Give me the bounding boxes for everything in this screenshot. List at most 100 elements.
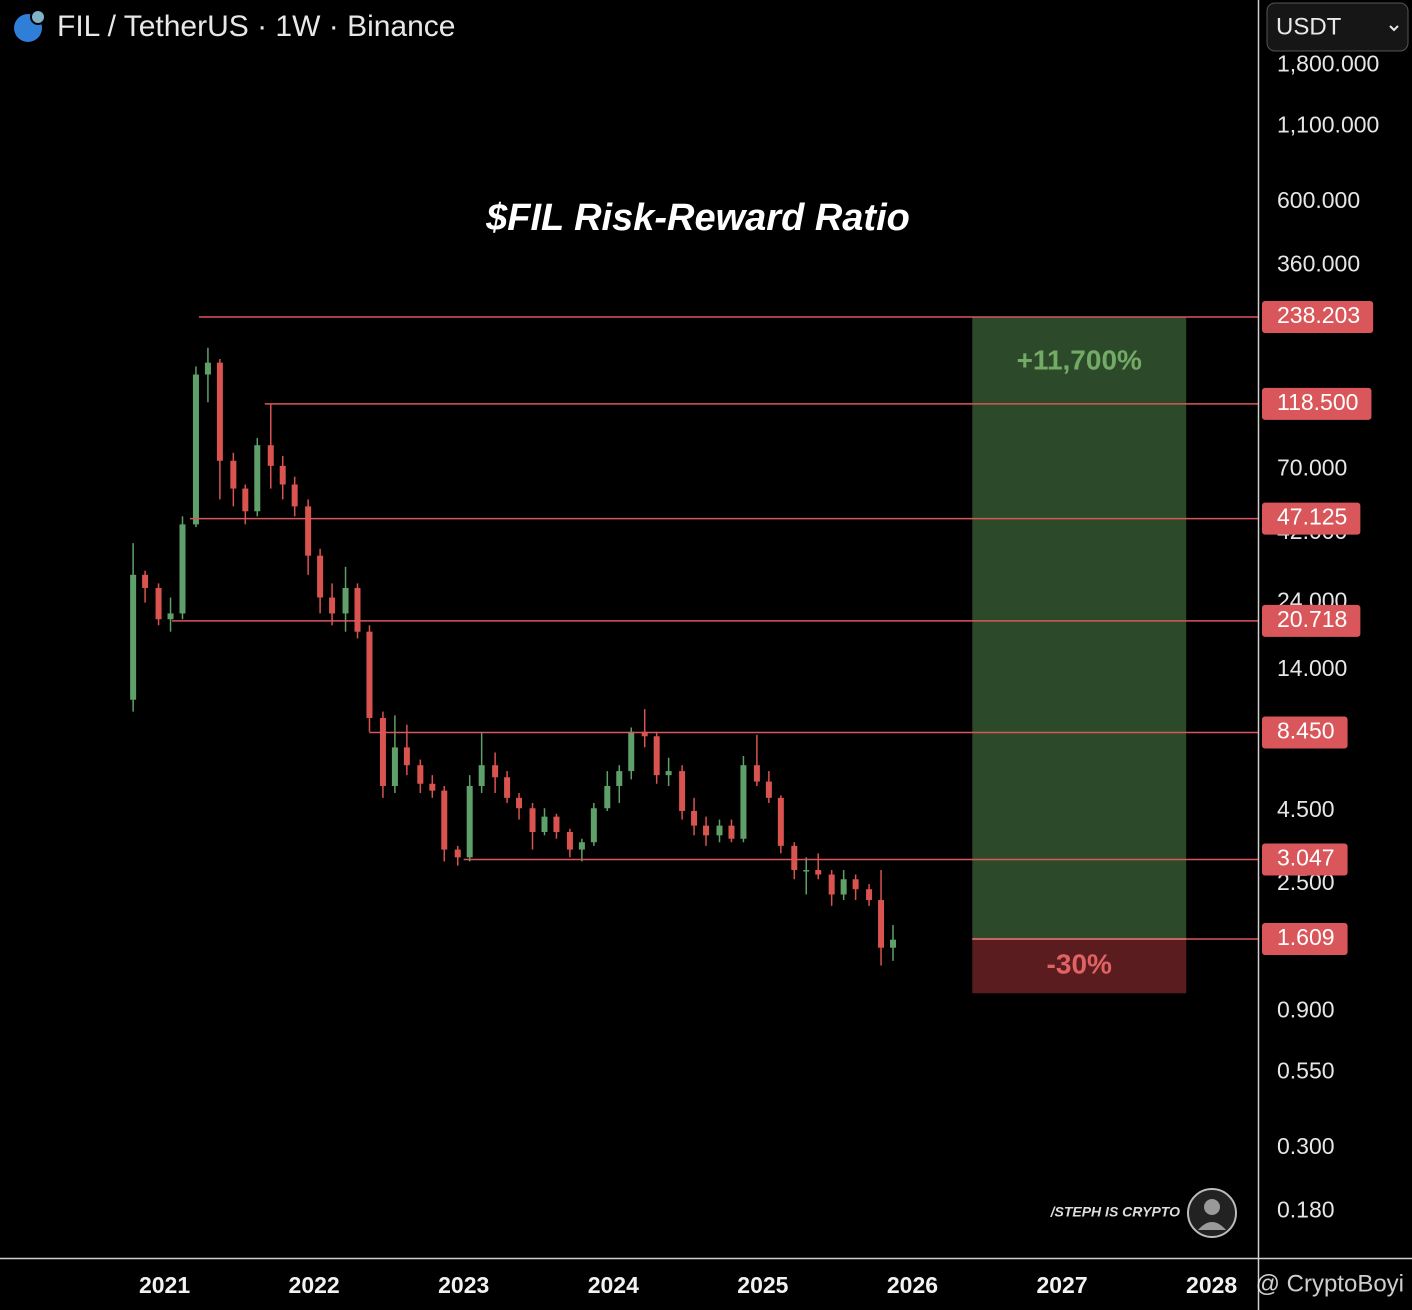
price-tag bbox=[1262, 716, 1348, 749]
currency-label[interactable]: USDT bbox=[1276, 13, 1342, 40]
symbol-icon-badge bbox=[30, 9, 46, 25]
candle-body bbox=[777, 797, 784, 846]
y-tick-label: 360.000 bbox=[1277, 251, 1360, 277]
candle-body bbox=[566, 832, 573, 850]
candle-body bbox=[840, 879, 847, 895]
y-tick-label: 0.900 bbox=[1277, 996, 1335, 1022]
x-tick-label: 2024 bbox=[588, 1272, 639, 1298]
price-tag-label: 20.718 bbox=[1277, 606, 1347, 632]
dropdown-chevron[interactable] bbox=[1389, 25, 1399, 32]
candle-body bbox=[828, 874, 835, 895]
candle-body bbox=[192, 374, 199, 525]
candle-body bbox=[242, 488, 249, 512]
candle-body bbox=[478, 765, 485, 786]
x-tick-label: 2025 bbox=[737, 1272, 788, 1298]
candle-body bbox=[342, 587, 349, 614]
watermark-handle: @ CryptoBoyi bbox=[1256, 1270, 1404, 1297]
candle-body bbox=[305, 506, 312, 556]
target-zone bbox=[972, 316, 1187, 939]
candle-body bbox=[167, 613, 174, 620]
symbol-title: FIL / TetherUS · 1W · Binance bbox=[57, 10, 455, 43]
avatar-body bbox=[1198, 1222, 1226, 1230]
avatar-head bbox=[1204, 1199, 1220, 1215]
x-tick-label: 2027 bbox=[1036, 1272, 1087, 1298]
candle-body bbox=[815, 870, 822, 875]
candle-body bbox=[179, 524, 186, 614]
candle-body bbox=[541, 816, 548, 833]
candle-body bbox=[230, 460, 237, 489]
candle-body bbox=[504, 777, 511, 798]
price-tag bbox=[1262, 922, 1348, 955]
candle-body bbox=[753, 765, 760, 782]
price-tag-label: 3.047 bbox=[1277, 845, 1335, 871]
candle-body bbox=[142, 574, 149, 588]
y-tick-label: 0.180 bbox=[1277, 1197, 1335, 1223]
y-tick-label: 0.550 bbox=[1277, 1058, 1335, 1084]
y-tick-label: 1,100.000 bbox=[1277, 112, 1379, 138]
candle-body bbox=[291, 484, 298, 507]
y-tick-label: 1,800.000 bbox=[1277, 50, 1379, 76]
candle-body bbox=[628, 731, 635, 772]
candle-body bbox=[590, 808, 597, 843]
candle-body bbox=[765, 781, 772, 798]
stop-zone bbox=[972, 938, 1187, 994]
candle-body bbox=[740, 765, 747, 839]
candle-body bbox=[317, 555, 324, 598]
candle-body bbox=[366, 631, 373, 718]
target-zone-label: +11,700% bbox=[1017, 344, 1142, 375]
candle-body bbox=[529, 808, 536, 833]
price-tag bbox=[1262, 300, 1374, 333]
candle-body bbox=[653, 736, 660, 776]
candle-body bbox=[665, 771, 672, 776]
candle-body bbox=[155, 587, 162, 620]
candle-body bbox=[391, 747, 398, 786]
candle-body bbox=[454, 849, 461, 858]
stop-zone-label: -30% bbox=[1047, 949, 1112, 980]
candle-body bbox=[216, 362, 223, 461]
y-tick-label: 14.000 bbox=[1277, 655, 1347, 681]
price-tag-label: 118.500 bbox=[1277, 389, 1358, 415]
candle-body bbox=[878, 900, 885, 948]
candle-body bbox=[852, 879, 859, 890]
candle-body bbox=[403, 747, 410, 766]
watermark-text: /STEPH IS CRYPTO bbox=[1050, 1204, 1181, 1220]
price-tag-label: 1.609 bbox=[1277, 924, 1335, 950]
candle-body bbox=[204, 362, 211, 375]
y-tick-label: 600.000 bbox=[1277, 187, 1360, 213]
candle-body bbox=[279, 465, 286, 485]
candle-body bbox=[254, 445, 261, 512]
candle-body bbox=[728, 825, 735, 839]
candle-body bbox=[866, 889, 873, 901]
currency-dropdown[interactable] bbox=[1266, 2, 1409, 52]
y-tick-label: 70.000 bbox=[1277, 454, 1347, 480]
price-tag bbox=[1262, 604, 1361, 637]
candle-body bbox=[379, 717, 386, 786]
candle-body bbox=[441, 790, 448, 850]
candle-body bbox=[429, 783, 436, 791]
candle-body bbox=[466, 785, 473, 858]
candle-body bbox=[492, 765, 499, 778]
x-tick-label: 2021 bbox=[139, 1272, 190, 1298]
candle-body bbox=[553, 816, 560, 833]
candle-body bbox=[130, 574, 137, 700]
candle-body bbox=[890, 939, 897, 948]
candle-body bbox=[716, 825, 723, 836]
x-tick-label: 2026 bbox=[887, 1272, 938, 1298]
candle-body bbox=[641, 731, 648, 737]
chart-title: $FIL Risk-Reward Ratio bbox=[485, 197, 910, 239]
price-tag bbox=[1262, 502, 1361, 535]
candle-body bbox=[679, 771, 686, 811]
axes: 1,800.0001,100.000600.000360.000220.0007… bbox=[139, 50, 1379, 1298]
candle-body bbox=[691, 810, 698, 826]
candle-body bbox=[703, 825, 710, 836]
candle-body bbox=[417, 765, 424, 784]
candle-body bbox=[516, 797, 523, 809]
price-tag bbox=[1262, 843, 1348, 876]
candle-body bbox=[354, 587, 361, 632]
candle-body bbox=[604, 785, 611, 809]
y-tick-label: 4.500 bbox=[1277, 796, 1335, 822]
price-tag-label: 8.450 bbox=[1277, 718, 1335, 744]
candle-body bbox=[616, 771, 623, 786]
plot-area: +11,700% -30% bbox=[130, 316, 1258, 994]
